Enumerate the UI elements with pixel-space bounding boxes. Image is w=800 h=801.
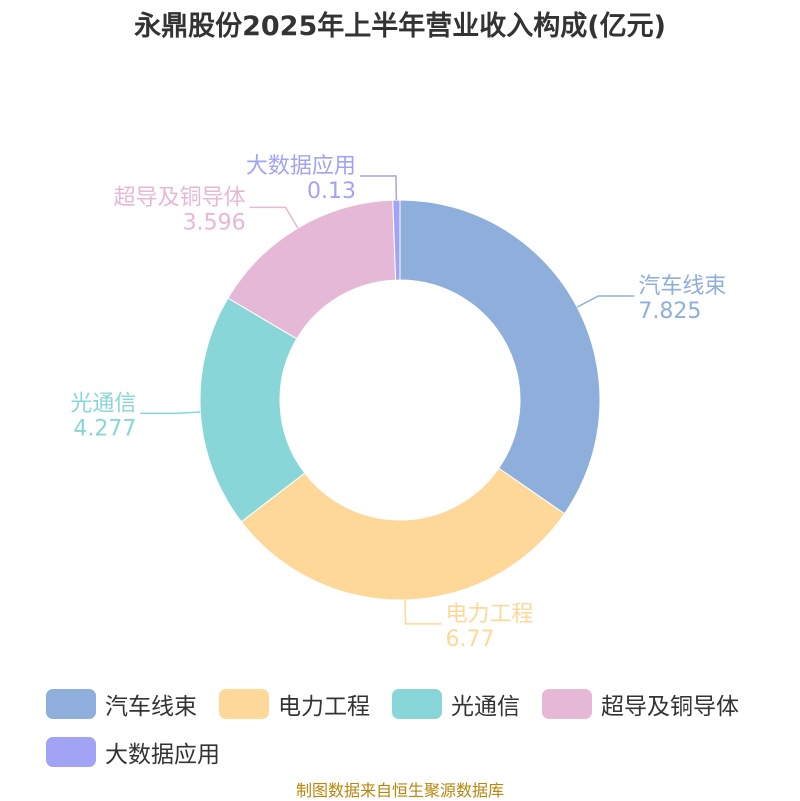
legend-swatch <box>392 689 442 719</box>
legend-swatch <box>46 737 96 767</box>
legend-swatch <box>542 689 592 719</box>
callout-value-label: 4.277 <box>73 416 136 441</box>
slice-2[interactable] <box>240 467 566 601</box>
legend-label: 大数据应用 <box>105 742 220 768</box>
callout-line-4 <box>249 206 299 229</box>
callout-line-5 <box>359 175 398 201</box>
callout-value-label: 0.13 <box>307 179 356 204</box>
callout-category-label: 大数据应用 <box>246 154 356 179</box>
legend-label: 超导及铜导体 <box>601 694 739 720</box>
slice-1[interactable] <box>399 199 601 515</box>
legend-item-1[interactable]: 汽车线束 <box>46 688 197 720</box>
callout-category-label: 超导及铜导体 <box>114 185 246 210</box>
source-note: 制图数据来自恒生聚源数据库 <box>295 781 504 800</box>
legend-item-2[interactable]: 电力工程 <box>219 688 370 720</box>
callout-category-label: 电力工程 <box>446 602 534 627</box>
callout-value-label: 7.825 <box>638 299 701 324</box>
legend-label: 电力工程 <box>278 694 370 720</box>
legend-label: 光通信 <box>451 694 520 720</box>
slice-5[interactable] <box>392 199 401 281</box>
legend-item-3[interactable]: 光通信 <box>392 688 520 720</box>
callout-category-label: 汽车线束 <box>638 274 726 299</box>
legend-swatch <box>219 689 269 719</box>
legend-label: 汽车线束 <box>105 694 197 720</box>
legend: 汽车线束 电力工程 光通信 超导及铜导体大数据应用 <box>46 688 776 768</box>
callout-category-label: 光通信 <box>70 391 136 416</box>
callout-line-3 <box>140 411 201 415</box>
legend-item-4[interactable]: 超导及铜导体 <box>542 688 739 720</box>
chart-title: 永鼎股份2025年上半年营业收入构成(亿元) <box>134 11 666 42</box>
callout-line-1 <box>576 295 635 308</box>
callout-line-2 <box>404 599 442 625</box>
callout-value-label: 3.596 <box>183 210 246 235</box>
legend-swatch <box>46 689 96 719</box>
callout-value-label: 6.77 <box>446 627 495 652</box>
slice-3[interactable] <box>199 297 306 523</box>
legend-item-5[interactable]: 大数据应用 <box>46 736 220 768</box>
